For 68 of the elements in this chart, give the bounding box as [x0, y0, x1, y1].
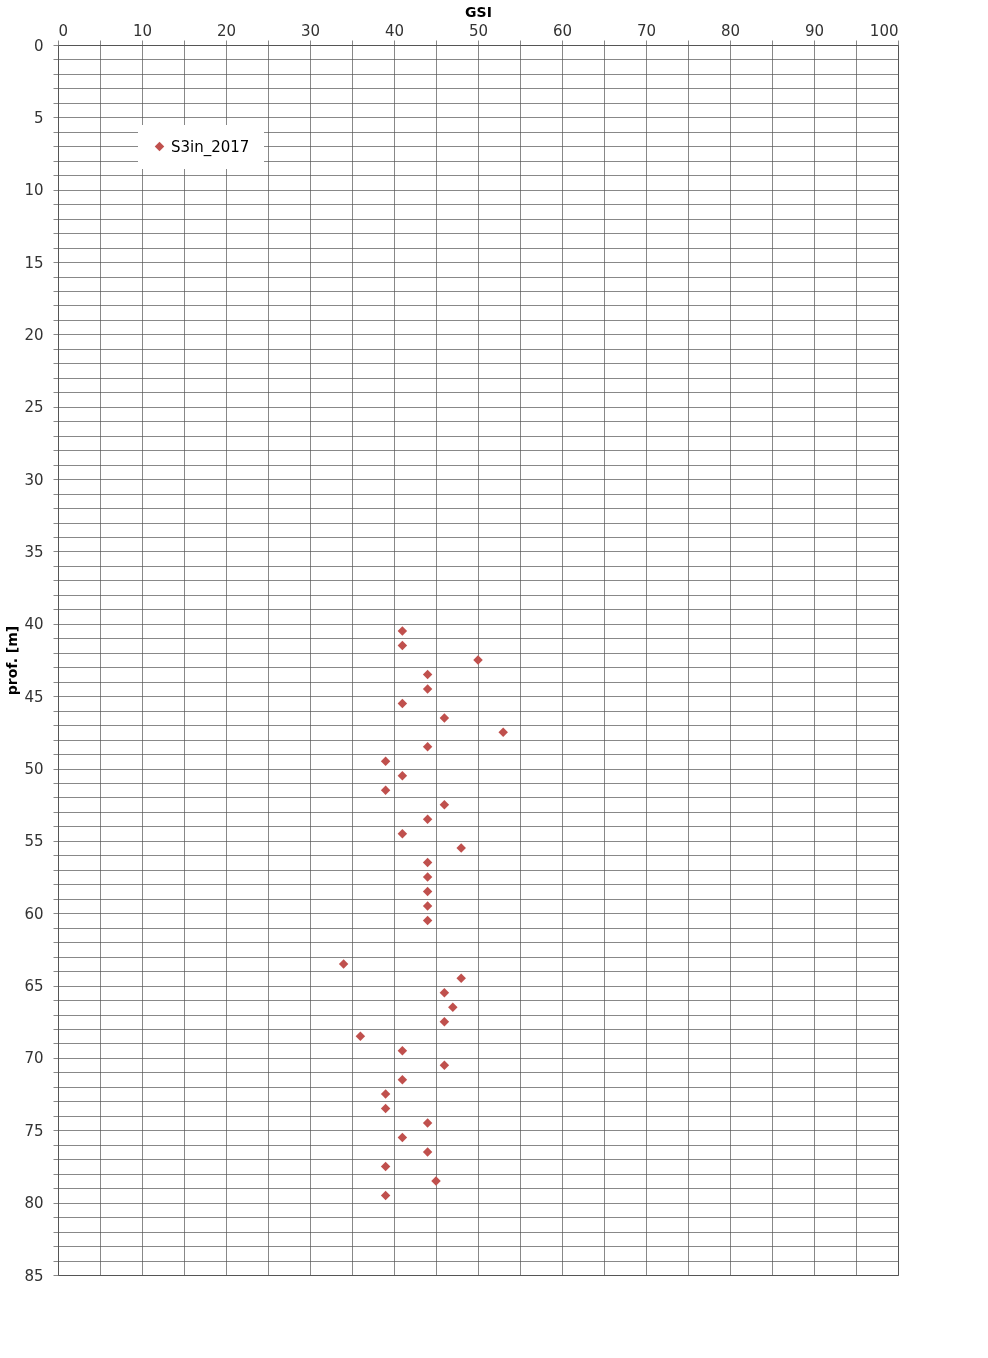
x-tick-label: 50: [468, 21, 489, 40]
point: [422, 814, 433, 824]
point: [422, 901, 433, 911]
x-tick-label: 0: [58, 21, 69, 40]
point: [422, 1147, 433, 1157]
point: [397, 626, 408, 636]
point: [397, 1045, 408, 1056]
point: [439, 988, 450, 998]
y-tick-label: 40: [24, 615, 44, 634]
y-tick-label: 15: [24, 253, 44, 272]
point: [338, 959, 349, 969]
point: [422, 1118, 433, 1128]
point: [422, 857, 433, 868]
x-tick-label: 20: [216, 21, 237, 40]
x-tick-label: 100: [869, 21, 899, 40]
y-axis-title: prof. [m]: [4, 625, 21, 696]
point: [439, 1060, 450, 1070]
point: [380, 1089, 391, 1099]
y-tick-label: 70: [24, 1049, 44, 1068]
point: [397, 640, 408, 651]
point: [439, 713, 450, 723]
y-tick-label: 20: [24, 325, 44, 344]
point: [397, 1074, 408, 1085]
point: [397, 1132, 408, 1143]
y-tick-label: 50: [24, 760, 44, 779]
y-tick-label: 30: [24, 470, 44, 489]
legend-label: S3in_2017: [171, 137, 250, 157]
y-tick-label: 85: [24, 1266, 44, 1285]
x-axis-title: GSI: [465, 3, 492, 20]
point: [380, 1190, 391, 1201]
y-tick-label: 25: [24, 398, 44, 417]
y-tick-label: 60: [24, 904, 44, 923]
point: [397, 771, 408, 781]
point: [456, 843, 466, 853]
point: [355, 1031, 366, 1041]
x-tick-label: 90: [804, 21, 825, 40]
point: [397, 698, 408, 709]
point: [439, 799, 450, 810]
point: [422, 742, 433, 752]
x-tick-label: 30: [300, 21, 321, 40]
point: [380, 1103, 391, 1114]
point: [439, 1017, 450, 1027]
point: [380, 756, 391, 767]
point: [422, 886, 433, 897]
y-tick-label: 80: [24, 1194, 44, 1213]
x-tick-label: 70: [636, 21, 657, 40]
x-tick-label: 10: [132, 21, 153, 40]
point: [448, 1002, 458, 1013]
point: [422, 669, 433, 680]
x-tick-label: 40: [384, 21, 405, 40]
y-tick-label: 55: [24, 832, 44, 851]
point: [498, 727, 508, 738]
y-tick-label: 10: [24, 181, 44, 200]
y-tick-label: 35: [24, 542, 44, 561]
point: [456, 973, 466, 984]
y-tick-label: 0: [33, 36, 44, 55]
point: [422, 915, 433, 926]
x-tick-label: 80: [720, 21, 741, 40]
point: [380, 785, 391, 795]
y-tick-label: 45: [24, 687, 44, 706]
x-tick-label: 60: [552, 21, 573, 40]
point: [380, 1161, 391, 1172]
point: [422, 872, 433, 882]
y-tick-label: 75: [24, 1121, 44, 1140]
point: [422, 684, 433, 694]
y-tick-label: 65: [24, 977, 44, 996]
y-tick-label: 5: [33, 108, 44, 127]
point: [397, 828, 408, 839]
